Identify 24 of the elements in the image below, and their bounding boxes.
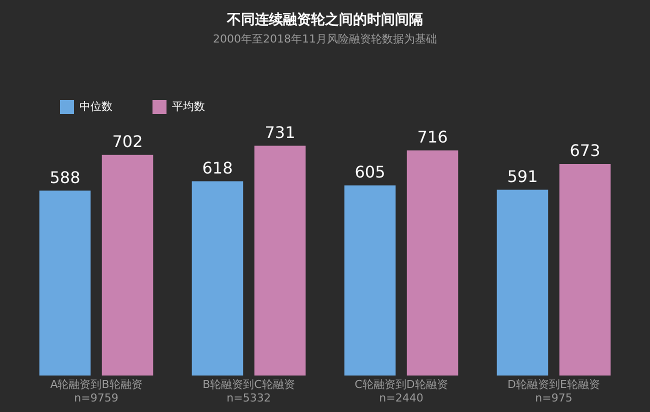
data-label: 673 bbox=[570, 141, 600, 160]
x-tick-label: B轮融资到C轮融资 n=5332 bbox=[202, 378, 295, 404]
data-label: 702 bbox=[112, 132, 143, 151]
legend-label: 平均数 bbox=[172, 100, 205, 113]
data-label: 618 bbox=[202, 158, 233, 178]
bar bbox=[254, 146, 306, 376]
bar bbox=[102, 154, 154, 376]
bar bbox=[496, 190, 548, 376]
chart-title: 不同连续融资轮之间的时间间隔 bbox=[226, 11, 423, 28]
bar bbox=[344, 185, 396, 376]
x-tick-label: D轮融资到E轮融资 n=975 bbox=[508, 378, 600, 404]
legend-label: 中位数 bbox=[80, 100, 112, 113]
data-label: 731 bbox=[264, 122, 296, 142]
bar bbox=[39, 190, 91, 376]
x-tick-label: A轮融资到B轮融资 n=9759 bbox=[50, 378, 142, 404]
bar bbox=[192, 181, 244, 376]
data-label: 588 bbox=[50, 168, 80, 187]
data-label: 591 bbox=[507, 166, 538, 186]
chart-subtitle: 2000年至2018年11月风险融资轮数据为基础 bbox=[213, 32, 437, 46]
bar bbox=[559, 164, 611, 376]
x-tick-label: C轮融资到D轮融资 n=2440 bbox=[354, 378, 448, 404]
data-label: 716 bbox=[417, 128, 448, 147]
data-label: 605 bbox=[354, 162, 386, 182]
bar bbox=[406, 150, 458, 376]
